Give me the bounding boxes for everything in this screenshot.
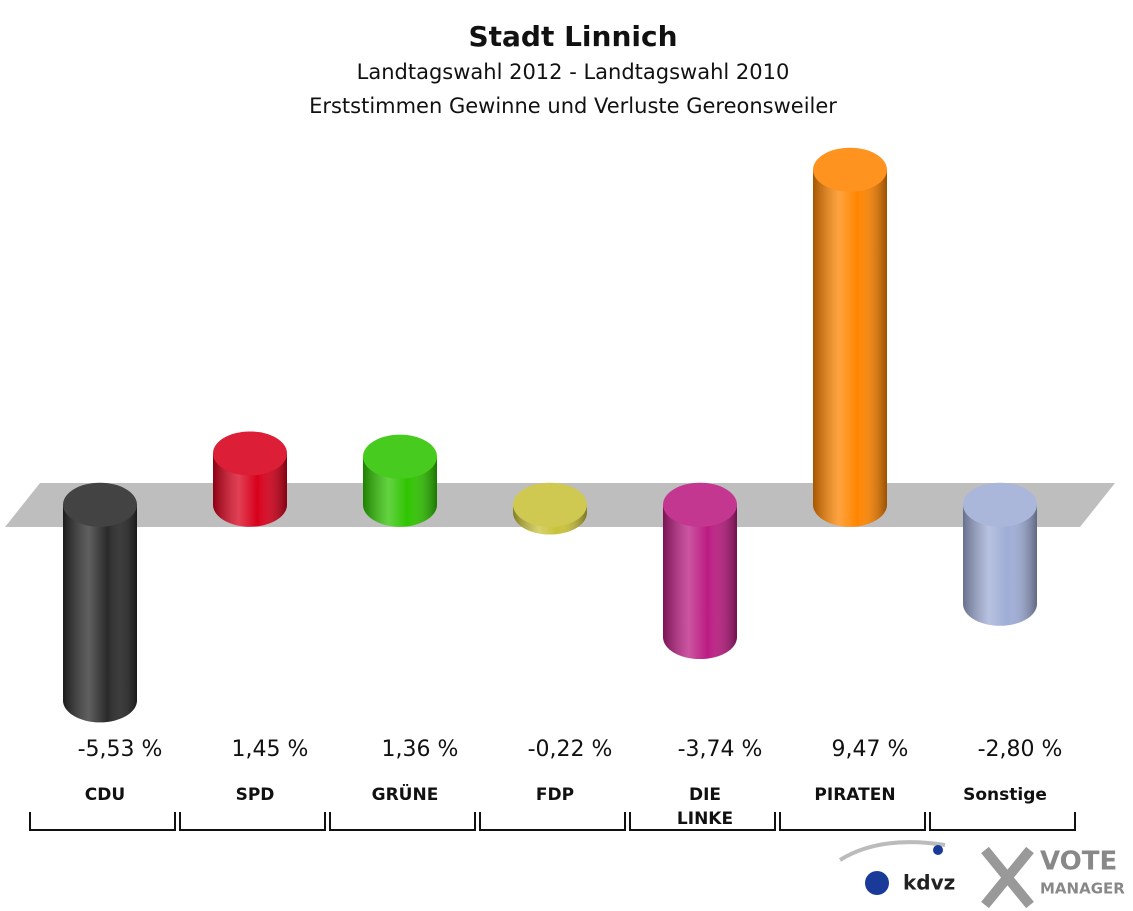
value-label: -3,74 % xyxy=(678,737,763,762)
logo-text: VOTE xyxy=(1040,847,1117,877)
bar-end-shade xyxy=(813,482,887,527)
bar-cap-shade xyxy=(813,147,887,192)
logo-text: MANAGER xyxy=(1040,880,1125,898)
bar-cap-shade xyxy=(363,434,437,479)
bar-cap-shade xyxy=(663,482,737,527)
category-bracket xyxy=(779,812,926,831)
bar-cap xyxy=(363,434,437,479)
bar-shade xyxy=(63,504,137,701)
bar-end-shade xyxy=(363,482,437,527)
value-label: 9,47 % xyxy=(832,737,909,762)
logo-swoosh xyxy=(838,840,946,862)
bar-cap-shade xyxy=(213,431,287,476)
bar-end-shade xyxy=(63,678,137,723)
bar-cap xyxy=(213,431,287,476)
logo-dot xyxy=(933,845,943,855)
chart-subtitle: Landtagswahl 2012 - Landtagswahl 2010 xyxy=(357,60,790,84)
x-tick-label: FDP xyxy=(536,785,574,805)
logo-dot xyxy=(865,871,889,895)
logo-text: kdvz xyxy=(903,871,955,895)
bar-cap xyxy=(813,147,887,192)
x-tick-label: PIRATEN xyxy=(814,785,895,805)
bar-shade xyxy=(813,169,887,505)
chart-title: Stadt Linnich xyxy=(468,20,677,53)
chart-subtitle: Erststimmen Gewinne und Verluste Gereons… xyxy=(309,94,837,118)
bar-cap-shade xyxy=(963,482,1037,527)
bar-shade xyxy=(663,504,737,638)
bar-cap xyxy=(963,482,1037,527)
bar-cap xyxy=(513,482,587,527)
value-label: -0,22 % xyxy=(528,737,613,762)
value-label: 1,36 % xyxy=(382,737,459,762)
x-tick-label-line: DIE xyxy=(689,785,721,805)
bar-cap-shade xyxy=(513,482,587,527)
bar-end-shade xyxy=(213,482,287,527)
logo: kdvz VOTE MANAGER xyxy=(838,840,1125,909)
x-tick-label: DIE LINKE xyxy=(677,785,733,829)
bar-cap xyxy=(63,482,137,527)
bar-cap xyxy=(663,482,737,527)
value-label: -5,53 % xyxy=(78,737,163,762)
x-tick-label: CDU xyxy=(85,785,125,805)
category-bracket xyxy=(29,812,176,831)
category-bracket xyxy=(479,812,626,831)
x-tick-label: SPD xyxy=(236,785,275,805)
category-bracket xyxy=(629,812,776,831)
x-tick-label: Sonstige xyxy=(963,785,1047,805)
bar-end-shade xyxy=(663,615,737,660)
category-bracket xyxy=(329,812,476,831)
value-label: 1,45 % xyxy=(232,737,309,762)
logo-cross xyxy=(981,846,1034,909)
category-bracket xyxy=(179,812,326,831)
value-label: -2,80 % xyxy=(978,737,1063,762)
category-bracket xyxy=(929,812,1076,831)
bar-end-shade xyxy=(963,581,1037,626)
x-tick-label: GRÜNE xyxy=(372,783,439,805)
bar-cap-shade xyxy=(63,482,137,527)
x-tick-label-line: LINKE xyxy=(677,809,733,829)
